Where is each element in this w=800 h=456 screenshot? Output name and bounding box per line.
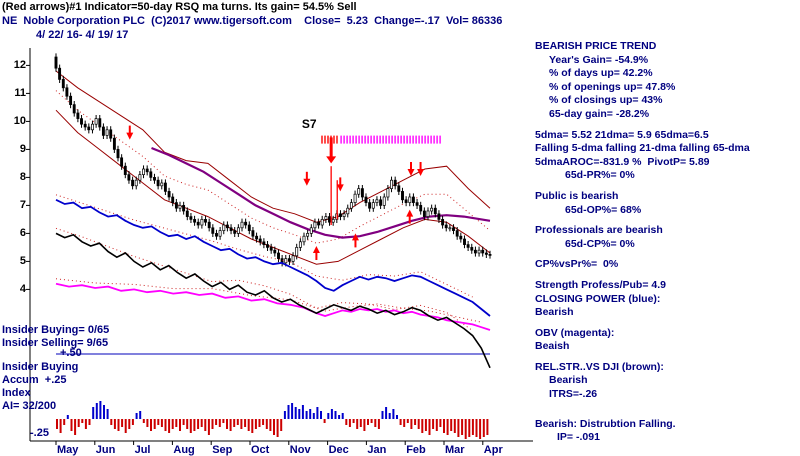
panel-line: % of days up= 42.2% — [549, 67, 653, 80]
price-axis-label: 12 — [13, 58, 26, 71]
month-label-oct: Oct — [251, 444, 270, 456]
panel-line: 5dmaAROC=-831.9 % PivotP= 5.89 — [535, 155, 710, 168]
panel-line: 65d-CP%= 0% — [565, 237, 635, 250]
panel-line: ITRS=-.26 — [549, 388, 598, 401]
panel-line: 65d-OP%= 68% — [565, 203, 642, 216]
panel-line: 65d-PR%= 0% — [565, 169, 635, 182]
panel-line: Year's Gain= -54.9% — [549, 53, 649, 66]
ma50-line — [151, 146, 491, 239]
hash-bands — [321, 135, 441, 144]
left-label: -.25 — [30, 427, 49, 439]
left-label: Insider Selling= 9/65 — [2, 337, 109, 349]
panel-line: Strength Profess/Pub= 4.9 — [535, 278, 666, 291]
month-label-dec: Dec — [328, 444, 349, 456]
candles — [54, 53, 492, 267]
panel-line: CLOSING POWER (blue): — [535, 292, 661, 305]
panel-line: BEARISH PRICE TREND — [535, 40, 657, 52]
month-label-nov: Nov — [289, 444, 311, 456]
panel-line: Bearish — [535, 306, 574, 319]
month-label-feb: Feb — [406, 444, 426, 456]
panel-line: Falling 5-dma falling 21-dma falling 65-… — [535, 142, 750, 155]
indicator-title: (Red arrows)#1 Indicator=50-day RSQ ma t… — [2, 1, 357, 13]
price-axis-label: 11 — [14, 86, 26, 99]
price-axis-label: 6 — [19, 226, 26, 239]
month-label-sep: Sep — [212, 444, 233, 456]
left-label: +.50 — [60, 347, 82, 359]
month-label-jan: Jan — [367, 444, 387, 456]
price-axis-label: 9 — [19, 142, 26, 155]
closing-power-line — [55, 198, 491, 317]
dotted-ma-lines — [55, 194, 482, 332]
red-signal-bars — [330, 166, 338, 225]
panel-line: Beaish — [535, 340, 570, 353]
date-range: 4/ 22/ 16- 4/ 19/ 17 — [36, 29, 129, 41]
panel-line: REL.STR..VS DJI (brown): — [535, 360, 664, 373]
month-label-apr: Apr — [483, 444, 503, 456]
analysis-panel: BEARISH PRICE TREND Year's Gain= -54.9%% … — [535, 40, 800, 445]
panel-line: 65-day gain= -28.2% — [549, 107, 650, 120]
panel-line: % of openings up= 47.8% — [549, 80, 676, 93]
panel-line: Professionals are bearish — [535, 224, 663, 237]
rel-strength-line — [55, 232, 491, 369]
s7-annotation: S7 — [301, 116, 317, 131]
signal-arrows — [126, 125, 425, 260]
left-label: AI= 32/200 — [2, 400, 57, 412]
price-axis-label: 7 — [19, 198, 26, 211]
month-label-may: May — [57, 444, 79, 456]
panel-line: Bearish: Distrubtion Falling. — [535, 417, 676, 430]
panel-line: CP%vsPr%= 0% — [535, 258, 619, 271]
panel-line: IP= -.091 — [557, 431, 600, 444]
month-label-jun: Jun — [95, 444, 116, 456]
price-axis-label: 4 — [19, 282, 26, 295]
panel-line: OBV (magenta): — [535, 326, 615, 339]
month-label-jul: Jul — [134, 444, 151, 456]
month-label-aug: Aug — [173, 444, 195, 456]
month-label-mar: Mar — [445, 444, 465, 456]
ai-histogram — [56, 401, 489, 439]
obv-line — [55, 282, 491, 331]
price-axis-label: 5 — [19, 254, 26, 267]
price-axis-label: 8 — [19, 170, 26, 183]
panel-line: Public is bearish — [535, 189, 619, 202]
left-label: Insider Buying= 0/65 — [2, 324, 110, 336]
left-label: Accum +.25 — [2, 374, 67, 386]
axes — [26, 48, 533, 445]
price-axis-label: 10 — [13, 114, 26, 127]
quote-line: NE Noble Corporation PLC (C)2017 www.tig… — [2, 15, 503, 27]
panel-line: % of closings up= 43% — [549, 94, 663, 107]
panel-line: 5dma= 5.52 21dma= 5.9 65dma=6.5 — [535, 128, 709, 141]
ma-bands — [55, 70, 491, 265]
left-label: Insider Buying — [2, 361, 79, 373]
panel-line: Bearish — [549, 374, 588, 387]
left-label: Index — [2, 387, 31, 399]
